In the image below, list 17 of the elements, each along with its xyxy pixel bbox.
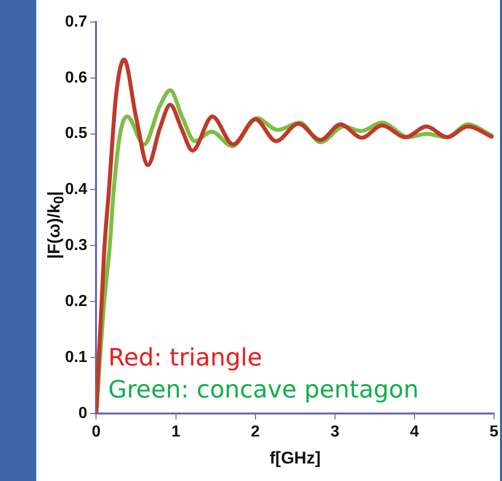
y-tick-label: 0.3 (64, 237, 88, 254)
x-tick-label: 1 (171, 423, 180, 440)
y-tick-label: 0.2 (64, 292, 88, 310)
x-tick-label: 5 (490, 423, 499, 440)
y-tick-label: 0.7 (64, 13, 88, 30)
y-tick-label: 0.5 (64, 125, 88, 142)
series-label: Green: concave pentagon (108, 375, 419, 404)
y-tick-label: 0.4 (64, 181, 88, 198)
y-tick-label: 0 (78, 404, 88, 422)
x-tick-label: 4 (410, 423, 419, 440)
x-tick-label: 0 (92, 423, 101, 440)
y-tick-label: 0.6 (64, 69, 88, 86)
series-label: Red: triangle (108, 343, 262, 372)
x-tick-label: 3 (330, 423, 340, 440)
x-axis-title: f[GHz] (270, 448, 321, 468)
x-tick-label: 2 (250, 423, 260, 440)
y-tick-label: 0.1 (64, 348, 88, 366)
